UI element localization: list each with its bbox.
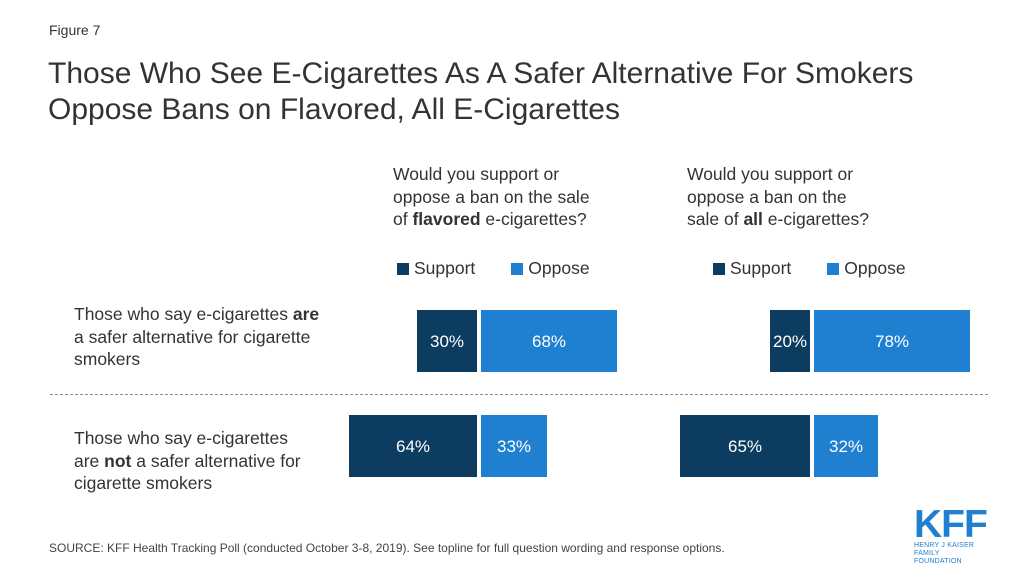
bar-support	[770, 310, 810, 372]
bar-support-label: 64%	[396, 437, 430, 456]
bar-oppose	[481, 415, 547, 477]
question-all: Would you support or oppose a ban on the…	[687, 163, 927, 231]
row-divider	[50, 394, 988, 395]
bar-oppose	[814, 415, 878, 477]
bar-support	[417, 310, 477, 372]
legend-all: Support Oppose	[713, 258, 906, 279]
legend-swatch-oppose	[827, 262, 840, 275]
legend-item-oppose: Oppose	[827, 258, 906, 279]
question-line: sale of all e-cigarettes?	[687, 209, 869, 229]
figure-label: Figure 7	[49, 22, 101, 38]
question-line: Would you support or	[687, 164, 854, 184]
bar-oppose	[814, 310, 970, 372]
legend-flavored: Support Oppose	[397, 258, 590, 279]
chart-title: Those Who See E-Cigarettes As A Safer Al…	[48, 57, 914, 126]
bar-support	[680, 415, 810, 477]
bar-oppose-label: 78%	[875, 332, 909, 351]
row-emphasis: are	[292, 304, 320, 324]
bar-support-label: 65%	[728, 437, 762, 456]
row-label-safer: Those who say e-cigarettes are a safer a…	[74, 304, 320, 369]
question-emphasis: all	[743, 209, 763, 229]
question-line: oppose a ban on the	[687, 186, 847, 207]
bar-oppose-label: 32%	[829, 437, 863, 456]
question-line: of flavored e-cigarettes?	[393, 209, 587, 229]
legend-item-support: Support	[713, 258, 791, 279]
legend-swatch-support	[713, 262, 725, 275]
bar-oppose-label: 33%	[497, 437, 531, 456]
bar-support	[349, 415, 477, 477]
bar-support-label: 20%	[773, 332, 807, 351]
kff-logo-text: KFF	[914, 503, 988, 546]
row-emphasis: not	[104, 450, 132, 471]
bar-support-label: 30%	[430, 332, 464, 351]
question-emphasis: flavored	[412, 209, 481, 229]
bar-oppose	[481, 310, 617, 372]
legend-swatch-oppose	[511, 262, 524, 275]
question-line: Would you support or	[393, 164, 560, 184]
bar-oppose-label: 68%	[532, 332, 566, 351]
kff-logo: KFF HENRY J KAISER FAMILY FOUNDATION	[914, 503, 988, 565]
legend-swatch-support	[397, 262, 409, 275]
row-label-not-safer: Those who say e-cigarettes are not a saf…	[74, 428, 301, 493]
source-note: SOURCE: KFF Health Tracking Poll (conduc…	[49, 541, 725, 555]
question-line: oppose a ban on the sale	[393, 186, 590, 207]
question-flavored: Would you support or oppose a ban on the…	[393, 163, 633, 231]
legend-item-support: Support	[397, 258, 475, 279]
legend-item-oppose: Oppose	[511, 258, 590, 279]
